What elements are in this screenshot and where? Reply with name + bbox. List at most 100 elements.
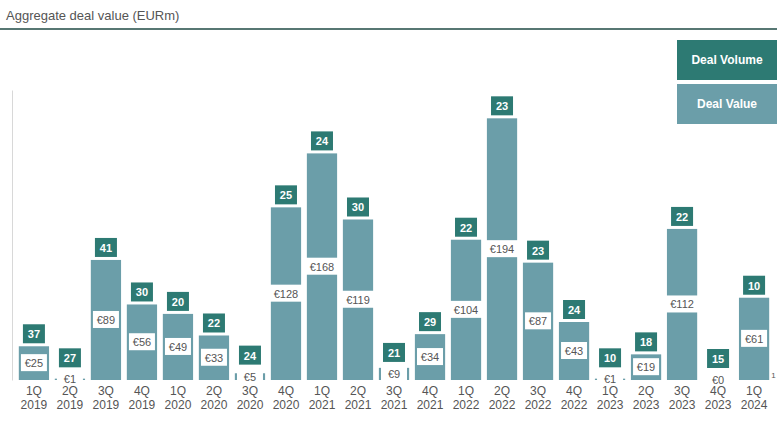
x-tick-label: 4Q2021 — [417, 384, 444, 412]
x-tick: 3Q2023 — [669, 380, 696, 412]
x-tick: 1Q2019 — [21, 380, 48, 412]
x-tick-label-line: 1Q — [602, 384, 618, 398]
x-tick: 4Q2020 — [273, 380, 300, 412]
volume-box — [491, 96, 513, 115]
value-label: €56 — [133, 336, 151, 348]
volume-box — [347, 197, 369, 216]
x-tick-label-line: 2Q — [62, 384, 78, 398]
x-tick-label: 3Q2023 — [669, 384, 696, 412]
value-label-box — [525, 312, 551, 329]
volume-box — [59, 348, 81, 367]
volume-label-group: 30 — [131, 282, 153, 301]
volume-box — [311, 131, 333, 150]
volume-box — [383, 343, 405, 362]
bar — [307, 153, 337, 380]
volume-box — [95, 238, 117, 257]
x-tick-label-line: 2020 — [201, 398, 228, 412]
x-tick-label: 2Q2021 — [345, 384, 372, 412]
x-tick-label-line: 2021 — [309, 398, 336, 412]
x-tick: 2Q2019 — [57, 380, 84, 412]
x-tick: 2Q2021 — [345, 380, 372, 412]
x-tick: 1Q2020 — [165, 380, 192, 412]
x-tick-label-line: 2Q — [494, 384, 510, 398]
value-label-group: €43 — [561, 342, 587, 359]
x-tick-label: 4Q2019 — [129, 384, 156, 412]
volume-label: 30 — [136, 286, 148, 298]
x-tick-label-line: 2023 — [597, 398, 624, 412]
volume-box — [707, 349, 729, 368]
x-tick-label: 2Q2020 — [201, 384, 228, 412]
x-tick-label-line: 1Q — [314, 384, 330, 398]
bar — [523, 263, 553, 380]
value-label-box — [93, 311, 119, 328]
volume-label-group: 22 — [671, 207, 693, 226]
value-label: €87 — [529, 315, 547, 327]
x-tick-label-line: 2023 — [669, 398, 696, 412]
x-tick-label-line: 4Q — [278, 384, 294, 398]
value-label-box — [342, 291, 374, 308]
value-label: €49 — [169, 341, 187, 353]
x-tick-label: 1Q2019 — [21, 384, 48, 412]
value-label-group: €25 — [21, 354, 47, 371]
x-tick-label: 1Q2020 — [165, 384, 192, 412]
x-tick: 1Q2023 — [597, 380, 624, 412]
volume-label: 22 — [460, 222, 472, 234]
value-label: €5 — [244, 371, 256, 383]
value-label: €61 — [745, 333, 763, 345]
volume-label-group: 22 — [455, 218, 477, 237]
bar — [343, 219, 373, 380]
legend-label: Deal Volume — [691, 53, 762, 67]
x-tick: 2Q2023 — [633, 380, 660, 412]
volume-label-group: 24 — [239, 346, 261, 365]
value-label-group: €168 — [306, 258, 338, 275]
value-label-box — [561, 342, 587, 359]
volume-box — [671, 207, 693, 226]
value-label-group: €49 — [165, 338, 191, 355]
x-tick-label: 4Q2022 — [561, 384, 588, 412]
x-tick-label-line: 2021 — [345, 398, 372, 412]
bar — [19, 346, 49, 380]
x-tick-label: 1Q2023 — [597, 384, 624, 412]
value-label: €33 — [205, 352, 223, 364]
x-tick: 1Q2021 — [309, 380, 336, 412]
volume-label-group: 21 — [383, 343, 405, 362]
bar — [487, 118, 517, 380]
x-tick: 1Q2024 — [741, 380, 768, 412]
value-label: €128 — [274, 288, 298, 300]
volume-label: 24 — [316, 135, 329, 147]
value-label: €194 — [490, 243, 514, 255]
volume-label: 22 — [676, 211, 688, 223]
volume-label: 25 — [280, 189, 292, 201]
volume-box — [743, 276, 765, 295]
value-label-box — [306, 258, 338, 275]
x-tick-label-line: 4Q — [422, 384, 438, 398]
x-tick-label-line: 2019 — [93, 398, 120, 412]
volume-box — [239, 346, 261, 365]
volume-label-group: 10 — [743, 276, 765, 295]
x-tick: 3Q2019 — [93, 380, 120, 412]
volume-label: 15 — [712, 353, 724, 365]
title: Aggregate deal value (EURm) — [6, 8, 179, 23]
volume-label-group: 20 — [167, 292, 189, 311]
bar — [559, 322, 589, 380]
volume-label: 24 — [568, 304, 581, 316]
bars — [19, 118, 769, 380]
x-tick-label-line: 2020 — [237, 398, 264, 412]
value-label-group: €87 — [525, 312, 551, 329]
x-tick-label-line: 2022 — [453, 398, 480, 412]
value-label-box — [21, 354, 47, 371]
value-label: €9 — [388, 368, 400, 380]
volume-box — [599, 348, 621, 367]
value-label-box — [381, 365, 407, 382]
bar — [415, 334, 445, 380]
volume-label-group: 10 — [599, 348, 621, 367]
x-tick-label: 3Q2022 — [525, 384, 552, 412]
volume-box — [455, 218, 477, 237]
x-tick-label: 1Q2021 — [309, 384, 336, 412]
value-label-box — [129, 333, 155, 350]
bar — [271, 207, 301, 380]
volume-box — [131, 282, 153, 301]
x-axis: 1Q20192Q20193Q20194Q20191Q20202Q20203Q20… — [21, 380, 768, 412]
value-label-group: €19 — [633, 358, 659, 375]
x-tick-label-line: 2020 — [273, 398, 300, 412]
